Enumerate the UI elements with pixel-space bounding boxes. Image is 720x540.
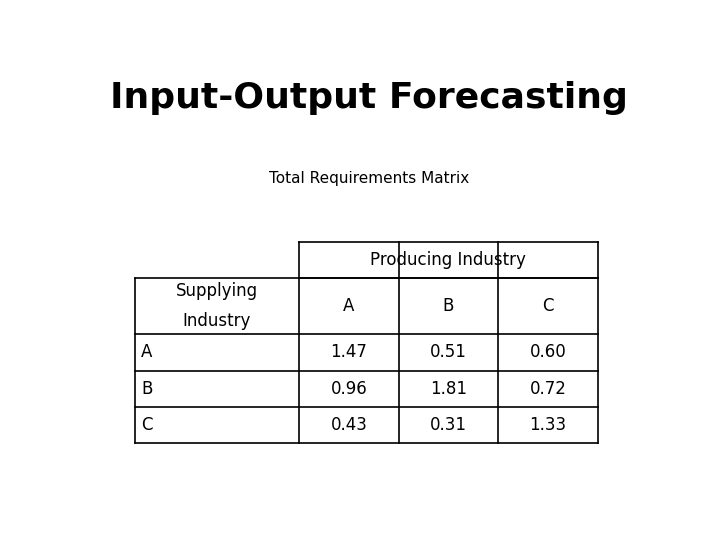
Text: Total Requirements Matrix: Total Requirements Matrix: [269, 171, 469, 186]
Text: A: A: [343, 297, 354, 315]
Text: A: A: [141, 343, 153, 361]
Text: 1.47: 1.47: [330, 343, 367, 361]
Text: 0.60: 0.60: [530, 343, 567, 361]
Text: Input-Output Forecasting: Input-Output Forecasting: [110, 82, 628, 116]
Text: Producing Industry: Producing Industry: [371, 251, 526, 269]
Text: 1.33: 1.33: [529, 416, 567, 434]
Text: 0.51: 0.51: [430, 343, 467, 361]
Text: Supplying
Industry: Supplying Industry: [176, 282, 258, 329]
Text: 0.72: 0.72: [529, 380, 567, 398]
Text: 0.43: 0.43: [330, 416, 367, 434]
Text: 1.81: 1.81: [430, 380, 467, 398]
Text: C: C: [141, 416, 153, 434]
Text: B: B: [141, 380, 153, 398]
Text: 0.96: 0.96: [330, 380, 367, 398]
Text: C: C: [542, 297, 554, 315]
Text: B: B: [443, 297, 454, 315]
Text: 0.31: 0.31: [430, 416, 467, 434]
